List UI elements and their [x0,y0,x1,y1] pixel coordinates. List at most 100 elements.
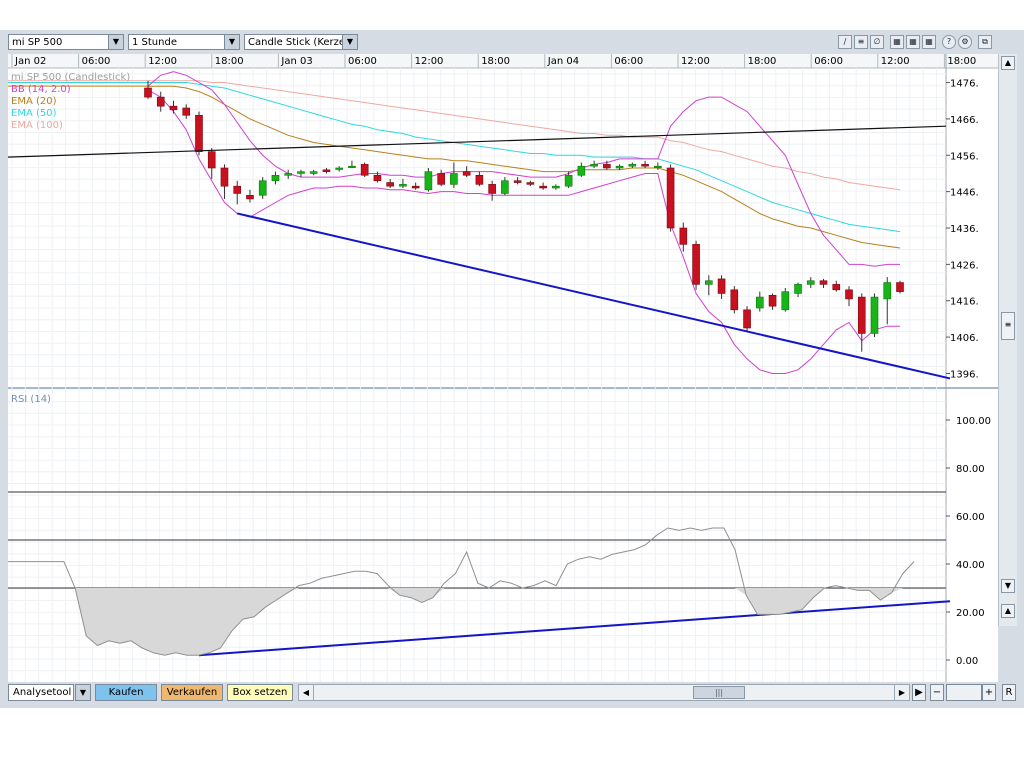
time-label: 06:00 [614,56,643,67]
help-icon[interactable]: ? [942,35,956,49]
grid2-icon[interactable]: ▦ [906,35,920,49]
zoom-in-icon[interactable]: + [982,684,996,701]
lines-icon[interactable]: ≡ [854,35,868,49]
rsi-support-trendline [198,600,951,657]
time-label: 12:00 [415,56,444,67]
legend-bb: BB (14, 2.0) [11,84,71,95]
legend-ema50: EMA (50) [11,108,57,119]
draw-line-icon[interactable]: ∕ [838,35,852,49]
candle-body [144,87,152,98]
price-support-trendline [236,212,951,380]
settings-icon[interactable]: ⚙ [958,35,972,49]
scroll-right-icon[interactable]: ▶ [894,685,909,700]
chevron-down-icon[interactable]: ▼ [224,35,239,49]
candle-body [832,284,841,291]
legend-instrument: mi SP 500 (Candlestick) [11,72,130,83]
scroll-up-icon-lower[interactable]: ▲ [1001,604,1015,618]
time-label: 06:00 [814,56,843,67]
candle-body [806,280,815,285]
time-label: 06:00 [348,56,377,67]
candle-body [360,164,369,176]
candle-body [373,174,382,182]
rsi-label: 0.00 [956,656,978,667]
candle-body [730,289,739,311]
candle-body [322,169,331,172]
candle-body [552,185,560,189]
chart-type-select[interactable]: Candle Stick (Kerze ▼ [244,34,358,50]
vertical-scrollbar[interactable]: ▲ ≡ ▼ ▲ [998,54,1017,626]
price-label: 1446. [950,188,979,199]
candle-body [628,164,637,167]
candle-body [156,96,165,107]
candle-body [220,167,229,187]
time-label: 18:00 [947,56,976,67]
candle-body [335,167,343,170]
rsi-label: 20.00 [956,608,985,619]
candle-body [195,114,203,152]
candle-body [743,309,751,329]
candle-body [526,182,535,185]
candle-body [857,296,866,334]
rsi-label: 80.00 [956,464,985,475]
zoom-out-icon[interactable]: − [930,684,944,701]
time-label: 18:00 [481,56,510,67]
price-chart[interactable]: Jan 02 06:00 12:00 18:00 Jan 03 06:00 12:00 18:… [8,54,998,682]
candle-body [590,164,598,167]
legend-ema20: EMA (20) [11,96,57,107]
price-label: 1466. [950,115,979,126]
candle-body [386,182,394,187]
candle-body [705,280,713,285]
scroll-left-icon[interactable]: ◀ [299,685,314,700]
price-label: 1406. [950,333,979,344]
candle-body [883,282,892,300]
candle-body [692,244,700,285]
candle-body [450,173,458,185]
instrument-select[interactable]: mi SP 500 ▼ [8,34,124,50]
scroll-end-icon[interactable]: ▶ [912,684,926,701]
candle-body [182,107,191,116]
legend-rsi: RSI (14) [11,394,51,405]
chevron-down-icon[interactable]: ▼ [108,35,123,49]
candle-body [169,105,178,111]
candle-body [399,184,407,187]
rsi-label: 40.00 [956,560,985,571]
candle-body [615,165,624,169]
time-label: 12:00 [148,56,177,67]
chevron-down-icon[interactable]: ▼ [75,684,91,701]
rsi-line [8,527,915,656]
analysetool-select[interactable]: Analysetool [8,684,74,701]
candle-body [755,296,764,309]
candle-body [411,185,420,189]
chevron-down-icon[interactable]: ▼ [342,35,357,49]
scroll-thumb[interactable]: ≡ [1001,312,1015,340]
candle-body [309,171,318,174]
candle-body [845,289,853,300]
sell-button[interactable]: Verkaufen [161,684,223,701]
candle-body [666,167,675,229]
candle-body [437,173,445,185]
no-draw-icon[interactable]: ∅ [870,35,884,49]
candle-body [424,171,433,191]
candle-body [641,164,649,167]
ema20-line [148,85,901,249]
scroll-up-icon[interactable]: ▲ [1001,56,1015,70]
grid3-icon[interactable]: ▦ [922,35,936,49]
candle-body [501,180,509,194]
scroll-down-icon[interactable]: ▼ [1001,579,1015,593]
grid-icon[interactable]: ▦ [890,35,904,49]
zoom-slider[interactable] [946,684,982,701]
time-label: 12:00 [681,56,710,67]
bb-upper-line [147,71,900,267]
time-axis-bar [8,54,998,68]
window-icon[interactable]: ⧉ [978,35,992,49]
candle-body [781,291,790,311]
horizontal-scrollbar[interactable]: ◀ ||| ▶ [298,684,910,701]
set-box-button[interactable]: Box setzen [227,684,293,701]
candle-body [475,174,484,185]
reset-button[interactable]: R [1002,684,1016,701]
buy-button[interactable]: Kaufen [95,684,157,701]
interval-select[interactable]: 1 Stunde ▼ [128,34,240,50]
candle-body [577,165,586,176]
scroll-thumb-horizontal[interactable]: ||| [693,686,745,699]
instrument-select-value: mi SP 500 [12,37,63,48]
